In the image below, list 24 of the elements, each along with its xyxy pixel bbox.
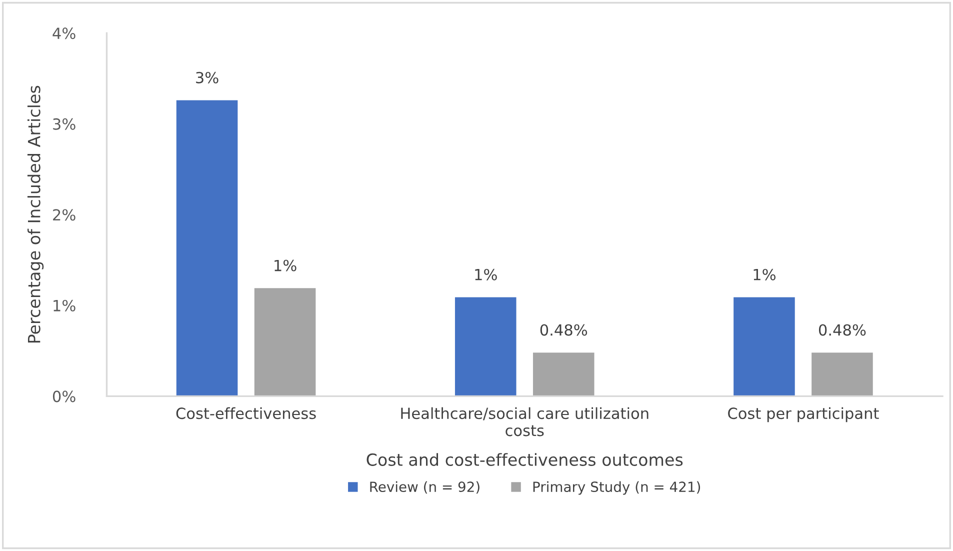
y-tick-label: 0%: [52, 390, 76, 402]
bar: [254, 288, 316, 396]
bar: [734, 297, 795, 396]
data-label: 0.48%: [818, 324, 866, 336]
bar: [812, 352, 873, 396]
bar: [176, 100, 238, 396]
y-axis-title: Percentage of Included Articles: [27, 86, 44, 343]
bar: [532, 352, 594, 396]
data-label: 1%: [475, 268, 497, 280]
x-tick-label: Cost-effectiveness: [176, 407, 316, 420]
y-tick-label: 2%: [53, 209, 76, 221]
x-tick-label: Cost per participant: [728, 407, 879, 422]
y-tick-label: 1%: [54, 300, 76, 312]
data-label: 0.48%: [540, 324, 588, 336]
data-label: 3%: [196, 72, 218, 84]
legend-label: Primary Study (n = 421): [533, 481, 700, 495]
x-axis-title: Cost and cost-effectiveness outcomes: [366, 453, 683, 466]
data-label: 1%: [754, 268, 776, 280]
y-tick-label: 3%: [53, 118, 76, 130]
legend-label: Review (n = 92): [370, 481, 480, 494]
data-label: 1%: [274, 260, 296, 272]
x-tick-label: Healthcare/social care utilization costs: [401, 407, 648, 436]
y-tick-label: 4%: [52, 28, 76, 40]
bar: [454, 297, 516, 396]
